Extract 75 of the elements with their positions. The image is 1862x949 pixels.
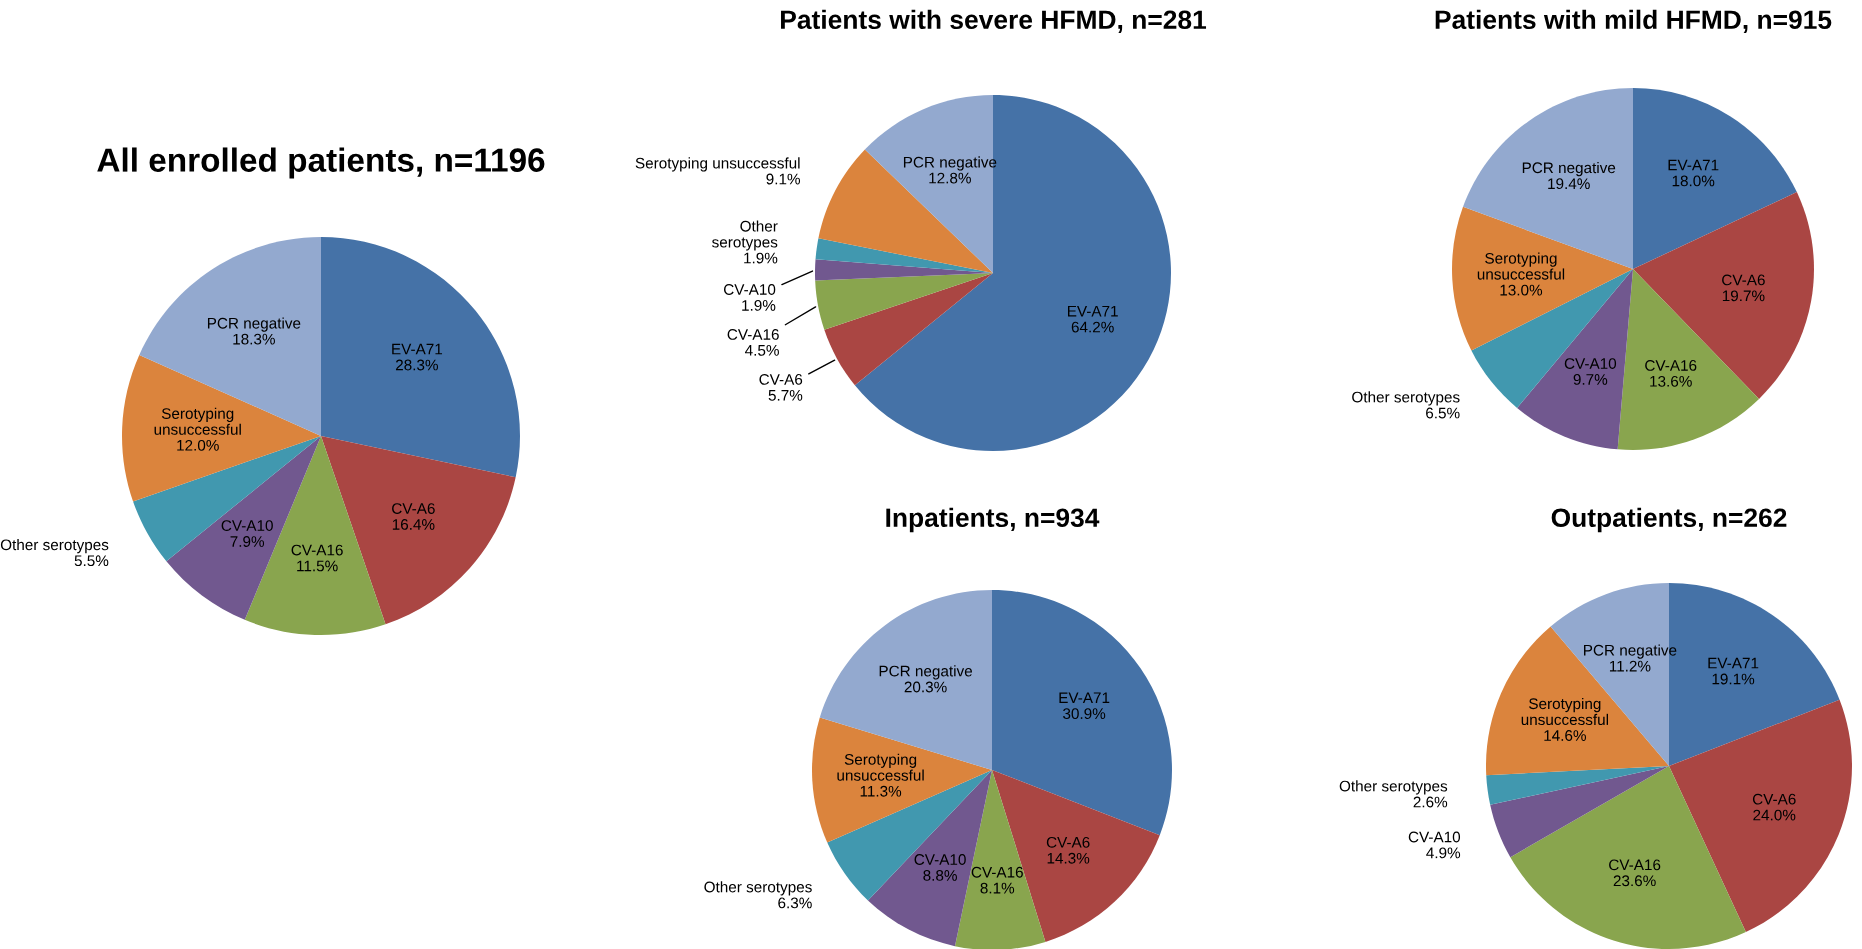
slice-label: CV-A6 xyxy=(1722,274,1765,286)
slice-label: PCR negative xyxy=(1584,644,1677,659)
data-label: 19.4% xyxy=(1548,178,1590,190)
slice-label: CV-A10 xyxy=(914,854,966,865)
data-label: 2.6% xyxy=(1413,796,1448,808)
data-label: 12.8% xyxy=(929,172,971,184)
slice-label: Other serotypes xyxy=(1339,780,1448,795)
chart-title: Patients with mild HFMD, n=915 xyxy=(1435,9,1832,33)
data-label: 24.0% xyxy=(1753,809,1796,821)
slice-label: PCR negative xyxy=(879,665,973,680)
slice-label: Serotyping unsuccessful xyxy=(154,407,241,435)
data-label: 19.7% xyxy=(1722,290,1765,302)
data-label: 12.0% xyxy=(177,439,219,451)
data-label: 14.3% xyxy=(1047,852,1090,864)
slice-label: CV-A10 xyxy=(1564,358,1617,369)
slice-label: CV-A16 xyxy=(291,544,343,556)
data-label: 13.6% xyxy=(1650,375,1692,387)
slice-label: Serotyping unsuccessful xyxy=(837,753,924,781)
slice-label: Other serotypes xyxy=(1352,391,1460,406)
slice-label: CV-A16 xyxy=(1609,859,1661,871)
data-label: 19.1% xyxy=(1712,673,1755,685)
data-label: 4.9% xyxy=(1426,847,1461,859)
data-label: 18.0% xyxy=(1672,175,1715,187)
data-label: 9.1% xyxy=(766,173,801,185)
data-label: 5.5% xyxy=(74,555,109,567)
data-label: 6.3% xyxy=(778,897,812,909)
data-label: 14.6% xyxy=(1544,730,1586,741)
data-label: 11.5% xyxy=(297,560,338,572)
slice-label: PCR negative xyxy=(1522,161,1616,177)
slice-label: Serotyping unsuccessful xyxy=(1477,252,1565,280)
chart-title: All enrolled patients, n=1196 xyxy=(97,147,545,179)
data-label: 16.4% xyxy=(392,519,435,530)
data-label: 8.1% xyxy=(980,882,1015,894)
data-label: 30.9% xyxy=(1063,708,1106,720)
data-label: 8.8% xyxy=(923,870,957,881)
data-label: 7.9% xyxy=(230,536,265,547)
data-label: 64.2% xyxy=(1071,321,1114,333)
slice-label: Other serotypes xyxy=(704,881,812,896)
data-label: 11.2% xyxy=(1609,660,1651,672)
slice-label: EV-A71 xyxy=(1668,159,1719,171)
slice-label: CV-A10 xyxy=(723,284,776,295)
slice-label: CV-A16 xyxy=(727,329,779,340)
slice-label: Other serotypes xyxy=(712,220,778,251)
slice-label: CV-A16 xyxy=(971,866,1023,878)
data-label: 28.3% xyxy=(395,359,438,371)
slice-label: Other serotypes xyxy=(0,539,109,554)
data-label: 1.9% xyxy=(742,299,776,311)
slice-label: EV-A71 xyxy=(1059,692,1110,703)
data-label: 9.7% xyxy=(1573,374,1608,385)
slice-label: CV-A6 xyxy=(759,374,803,385)
data-label: 5.7% xyxy=(768,389,803,401)
slice-label: CV-A6 xyxy=(1752,793,1796,805)
data-label: 1.9% xyxy=(744,252,778,264)
data-label: 20.3% xyxy=(904,681,947,693)
data-label: 23.6% xyxy=(1613,875,1656,887)
slice-label: CV-A6 xyxy=(1046,836,1090,848)
data-label: 13.0% xyxy=(1500,284,1543,296)
slice-label: Serotyping unsuccessful xyxy=(635,157,800,172)
chart-title: Inpatients, n=934 xyxy=(886,507,1100,533)
data-label: 4.5% xyxy=(745,345,779,356)
slice-label: EV-A71 xyxy=(1068,305,1118,317)
slice-label: CV-A10 xyxy=(1408,831,1461,843)
slice-label: PCR negative xyxy=(903,156,997,171)
slice-label: Serotyping unsuccessful xyxy=(1521,697,1609,726)
slice-label: EV-A71 xyxy=(392,343,443,355)
data-label: 11.3% xyxy=(860,785,902,797)
data-label: 6.5% xyxy=(1426,407,1460,419)
data-label: 18.3% xyxy=(233,333,275,345)
slice-label: CV-A6 xyxy=(392,503,435,514)
slice-label: PCR negative xyxy=(207,317,301,332)
chart-title: Outpatients, n=262 xyxy=(1551,507,1787,533)
slice-label: CV-A10 xyxy=(221,520,273,531)
chart-title: Patients with severe HFMD, n=281 xyxy=(781,9,1207,33)
slice-label: EV-A71 xyxy=(1708,657,1759,669)
slice-label: CV-A16 xyxy=(1645,360,1697,371)
